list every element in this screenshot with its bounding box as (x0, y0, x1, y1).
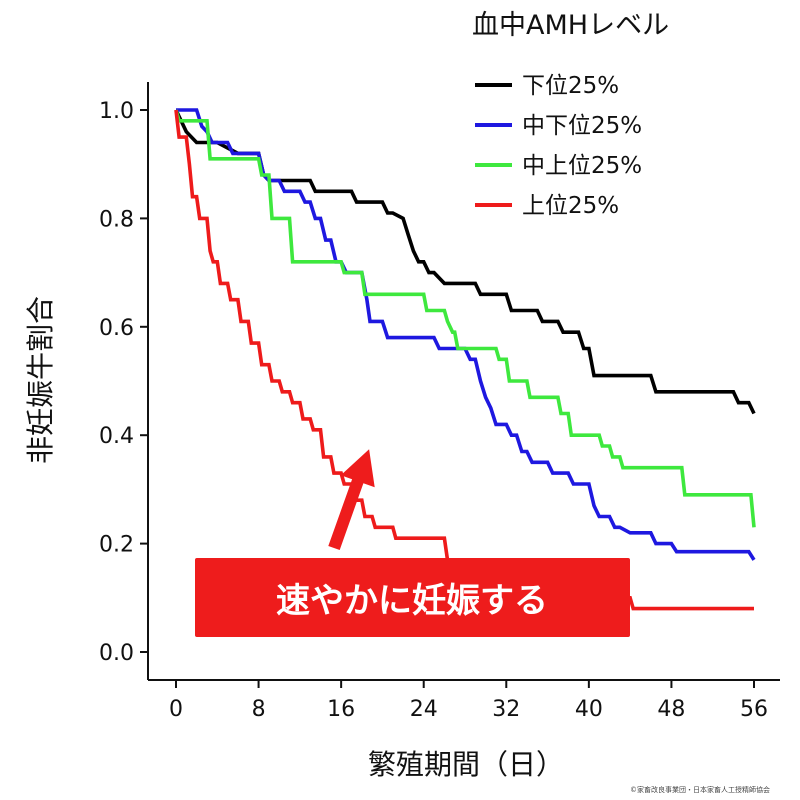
y-tick-label: 0.0 (99, 641, 134, 666)
legend: 血中AMHレベル 下位25% 中下位25% 中上位25% 上位25% (472, 10, 669, 219)
legend-label: 中下位25% (522, 113, 642, 139)
series-line-2 (176, 108, 756, 561)
series-layer (174, 108, 756, 611)
legend-title: 血中AMHレベル (472, 10, 669, 41)
x-tick-label: 48 (657, 697, 685, 722)
legend-label: 中上位25% (522, 153, 642, 179)
series-line-1 (174, 109, 756, 415)
x-tick-label: 24 (410, 697, 438, 722)
x-tick-label: 32 (492, 697, 520, 722)
y-tick-label: 1.0 (99, 99, 134, 124)
y-tick-label: 0.6 (99, 316, 134, 341)
annotation-box (195, 558, 630, 637)
annotation-text: 速やかに妊娠する (276, 581, 548, 621)
y-axis-ticks: 0.0 0.2 0.4 0.6 0.8 1.0 (99, 99, 148, 666)
credit-text: ©家畜改良事業団・日本家畜人工授精師協会 (630, 785, 770, 794)
series-line-4 (174, 109, 754, 611)
y-tick-label: 0.8 (99, 207, 134, 232)
axes (147, 82, 780, 681)
annotation-arrow (328, 449, 375, 550)
series-line-3 (174, 109, 756, 528)
y-tick-label: 0.4 (99, 424, 134, 449)
x-tick-label: 16 (327, 697, 355, 722)
x-tick-label: 8 (252, 697, 266, 722)
x-axis-ticks: 0 8 16 24 32 40 48 56 (169, 680, 768, 722)
legend-label: 下位25% (522, 73, 619, 99)
x-tick-label: 56 (740, 697, 768, 722)
x-tick-label: 0 (169, 697, 183, 722)
x-axis-title: 繁殖期間（日） (368, 748, 564, 781)
y-tick-label: 0.2 (99, 533, 134, 558)
x-tick-label: 40 (575, 697, 603, 722)
annotation: 速やかに妊娠する (195, 449, 630, 637)
y-axis-title: 非妊娠牛割合 (24, 296, 57, 464)
legend-label: 上位25% (522, 193, 619, 219)
